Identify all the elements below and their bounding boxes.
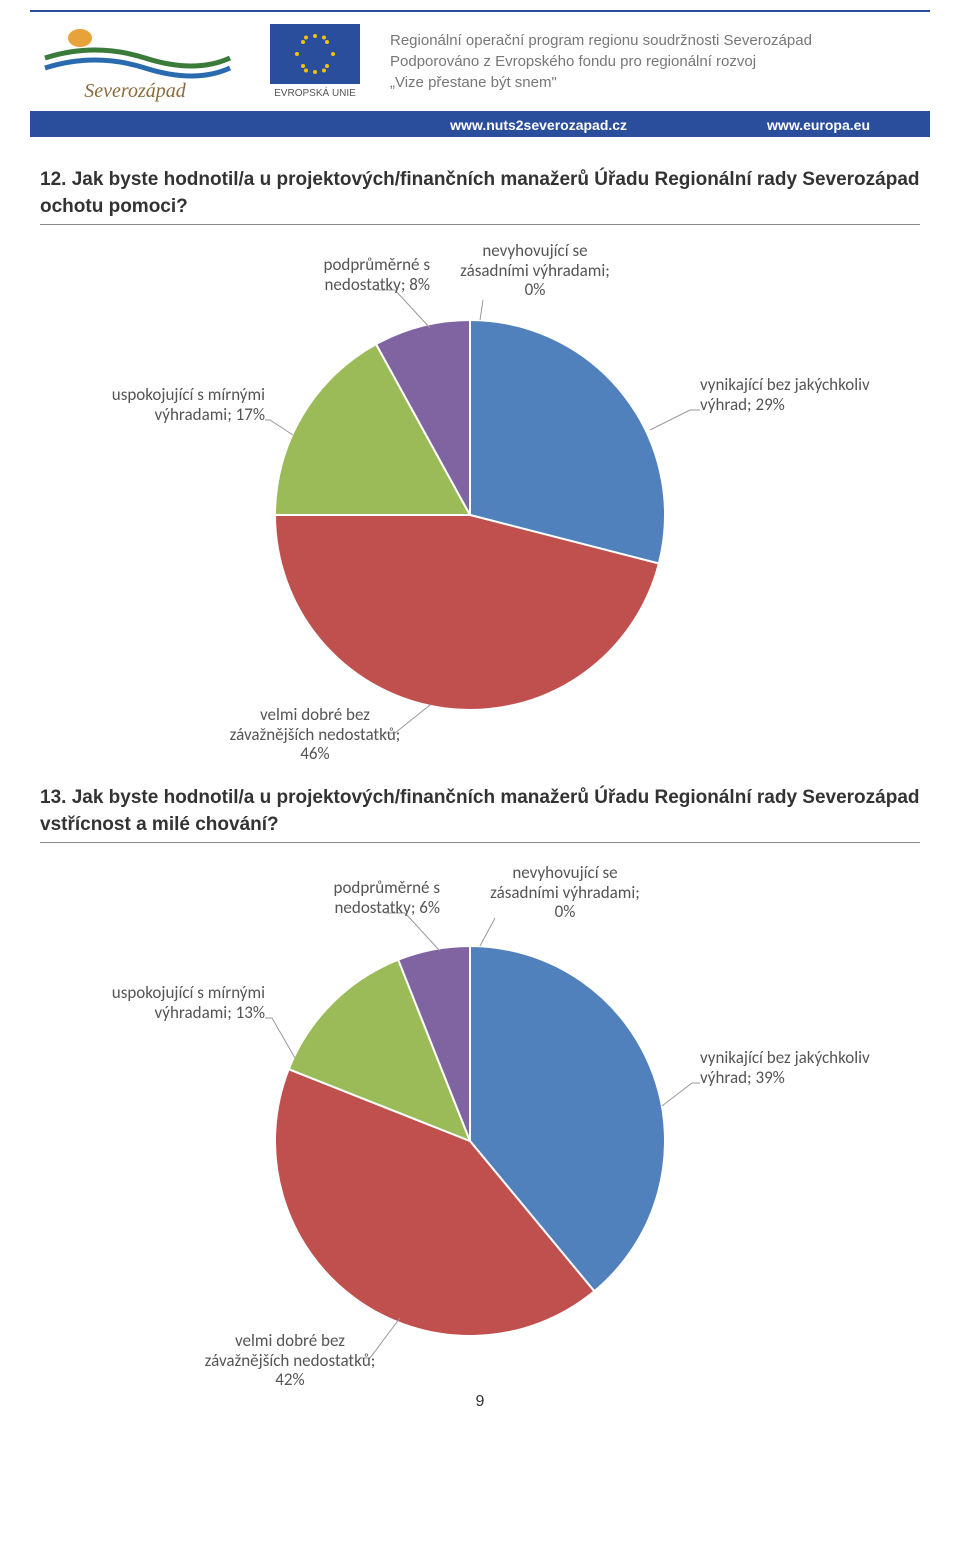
header-line2: Podporováno z Evropského fondu pro regio…	[390, 51, 930, 72]
q13-pie-chart: nevyhovující sezásadními výhradami;0% pod…	[40, 853, 920, 1373]
header-top-row: Severozápad EVROPSKÁ UNIE Regionální	[30, 10, 930, 113]
severozapad-logo-text: Severozápad	[84, 80, 185, 103]
header-url-bar: www.nuts2severozapad.cz www.europa.eu	[30, 113, 930, 137]
pie-label: podprůměrné snedostatky; 8%	[240, 255, 430, 294]
pie-label: nevyhovující sezásadními výhradami;0%	[435, 241, 635, 300]
q12-rule	[40, 224, 920, 225]
header-text-block: Regionální operační program regionu soud…	[390, 30, 930, 93]
q12-title: 12. Jak byste hodnotil/a u projektových/…	[0, 167, 960, 220]
eu-flag-icon	[270, 24, 360, 84]
q12-pie-chart: nevyhovující sezásadními výhradami;0%pod…	[40, 235, 920, 755]
eu-logo: EVROPSKÁ UNIE	[260, 24, 370, 99]
q13-rule	[40, 842, 920, 843]
severozapad-logo: Severozápad	[30, 20, 240, 103]
pie-label: nevyhovující sezásadními výhradami;0%	[465, 863, 665, 922]
pie-label: vynikající bez jakýchkolivvýhrad; 39%	[700, 1048, 870, 1087]
pie-label: uspokojující s mírnýmivýhradami; 13%	[75, 983, 265, 1022]
pie-label: vynikající bez jakýchkolivvýhrad; 29%	[700, 375, 870, 414]
pie-label: podprůměrné snedostatky; 6%	[250, 878, 440, 917]
header-line1: Regionální operační program regionu soud…	[390, 30, 930, 51]
eu-caption: EVROPSKÁ UNIE	[274, 88, 356, 99]
header-line3: „Vize přestane být snem"	[390, 72, 930, 93]
q13-title: 13. Jak byste hodnotil/a u projektových/…	[0, 785, 960, 838]
pie-label: velmi dobré bezzávažnějších nedostatků;4…	[215, 705, 415, 764]
url-2: www.europa.eu	[767, 117, 870, 133]
page-number: 9	[0, 1393, 960, 1411]
page-header: Severozápad EVROPSKÁ UNIE Regionální	[0, 0, 960, 137]
pie-label: velmi dobré bezzávažnějších nedostatků;4…	[190, 1331, 390, 1390]
url-1: www.nuts2severozapad.cz	[450, 117, 627, 133]
pie-label: uspokojující s mírnýmivýhradami; 17%	[75, 385, 265, 424]
